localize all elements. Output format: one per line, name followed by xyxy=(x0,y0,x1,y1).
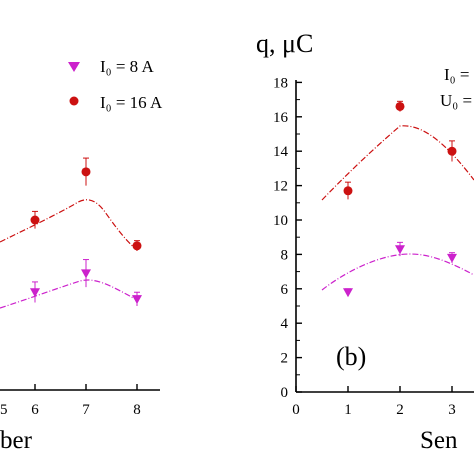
x-tick-label-3: 3 xyxy=(448,402,456,418)
panel-b-fit-curve-lower xyxy=(321,253,474,291)
y-tick-label-18: 18 xyxy=(273,75,288,91)
panel-b-s0-p0-marker xyxy=(343,288,353,298)
y-tick-label-2: 2 xyxy=(281,351,289,367)
panel-b-points xyxy=(343,100,457,298)
y-tick-label-6: 6 xyxy=(281,282,289,298)
y-tick-label-16: 16 xyxy=(273,110,289,126)
y-tick-label-4: 4 xyxy=(281,316,289,332)
panel-b-x-label: Sen xyxy=(420,427,458,454)
legend-circle-marker xyxy=(69,96,79,106)
panel-b-s1-p0-marker xyxy=(343,186,353,196)
panel-a-s0-p0-marker xyxy=(30,288,40,298)
panel-b-title: q, μC xyxy=(256,29,313,58)
x-tick-label-7: 7 xyxy=(82,402,90,418)
panel-a-x-ticks: 6 7 8 5 xyxy=(0,384,141,418)
x-tick-label-2: 2 xyxy=(396,402,404,418)
panel-a-x-label: ber xyxy=(0,427,33,454)
x-tick-label-8: 8 xyxy=(133,402,141,418)
panel-b-legend-partial-2: U₀ = xyxy=(440,91,472,110)
panel-b-s0-p2-marker xyxy=(447,253,457,263)
panel-a-s1-p1-marker xyxy=(81,167,91,177)
panel-b-label: (b) xyxy=(336,342,366,371)
x-tick-label-1: 1 xyxy=(344,402,352,418)
y-tick-label-0: 0 xyxy=(281,385,289,401)
panel-a-s1-p0-marker xyxy=(30,215,40,225)
panel-a-fit-curve-16a xyxy=(0,199,138,251)
panel-a: 6 7 8 5 I₀ = 8 A I₀ = 16 A ber xyxy=(0,57,163,454)
panel-a-s1-p2-marker xyxy=(132,241,142,251)
y-tick-label-14: 14 xyxy=(273,144,289,160)
panel-b-x-ticks: 0 1 2 3 xyxy=(292,386,456,418)
panel-b-s0-p1-marker xyxy=(395,245,405,255)
x-tick-label-0: 0 xyxy=(292,402,300,418)
legend-label-8a: I₀ = 8 A xyxy=(100,57,154,76)
y-tick-label-10: 10 xyxy=(273,213,288,229)
panel-a-s0-p2-marker xyxy=(132,295,142,305)
panel-b-fit-curves xyxy=(321,125,474,291)
panel-a-fit-curve-8a xyxy=(0,279,138,309)
x-tick-label-partial: 5 xyxy=(0,402,8,418)
panel-b-s1-p2-marker xyxy=(447,146,457,156)
legend-label-16a: I₀ = 16 A xyxy=(100,93,163,112)
panel-b-legend-partial-1: I₀ = xyxy=(444,65,469,84)
panel-a-legend: I₀ = 8 A I₀ = 16 A xyxy=(68,57,163,112)
y-tick-label-12: 12 xyxy=(273,179,288,195)
panel-a-s0-p1-marker xyxy=(81,269,91,279)
y-tick-label-8: 8 xyxy=(281,247,289,263)
panel-a-fit-curves xyxy=(0,199,138,309)
panel-b-s1-p1-marker xyxy=(395,101,405,111)
legend-triangle-marker xyxy=(68,62,80,72)
x-tick-label-6: 6 xyxy=(31,402,39,418)
panel-b-y-ticks: 0 2 4 6 8 10 12 14 16 18 xyxy=(273,75,302,401)
panel-a-points xyxy=(30,157,142,306)
panel-b-fit-curve-upper xyxy=(321,125,474,201)
